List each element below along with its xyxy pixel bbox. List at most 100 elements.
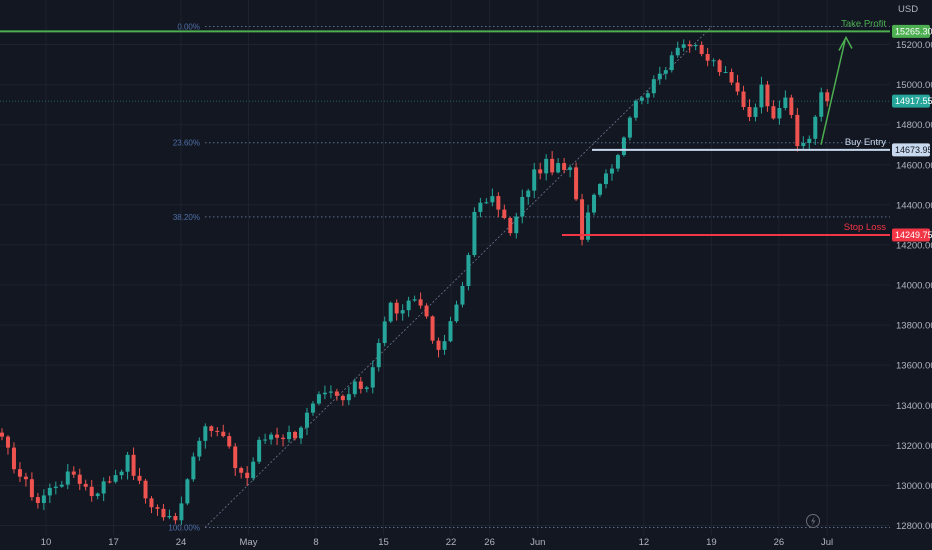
candle-body [735, 82, 740, 92]
time-tick-label: Jun [530, 537, 545, 548]
candle-body [334, 391, 339, 396]
candle-body [711, 60, 716, 62]
candle-body [0, 432, 4, 437]
candle-body [328, 391, 333, 393]
candle-body [502, 209, 507, 218]
arrow-head [838, 35, 853, 51]
candle-body [657, 73, 662, 80]
candle-body [544, 158, 549, 174]
candle-body [370, 367, 375, 388]
candle-body [538, 169, 543, 174]
candle-body [257, 439, 262, 462]
candle-body [53, 486, 58, 488]
candle-body [819, 92, 824, 117]
candle-body [615, 155, 620, 169]
candle-body [717, 60, 722, 73]
candle-body [23, 476, 28, 480]
price-tick-label: 13600.00 [896, 361, 932, 372]
candle-body [185, 479, 190, 504]
price-tick-label: 15200.00 [896, 40, 932, 51]
candle-body [83, 483, 88, 487]
candle-body [568, 167, 573, 170]
candle-body [137, 475, 142, 481]
time-tick-label: 12 [639, 537, 650, 548]
candle-body [358, 381, 363, 389]
candle-body [119, 471, 124, 476]
candle-body [472, 211, 477, 256]
candle-body [340, 395, 345, 401]
candle-body [777, 107, 782, 119]
candle-body [263, 439, 268, 441]
candle-body [430, 316, 435, 341]
candle-body [293, 431, 298, 439]
candle-body [299, 427, 303, 439]
price-tick-label: 13000.00 [896, 481, 932, 492]
candle-body [125, 454, 130, 472]
candle-body [17, 469, 22, 477]
level-label: Stop Loss [844, 222, 886, 233]
time-axis[interactable]: 10 17 24 May 8 15 22 26 Jun 12 19 26 Jul [41, 537, 833, 548]
candle-body [155, 507, 160, 509]
replay-icon[interactable] [806, 514, 820, 528]
candle-body [227, 436, 232, 447]
candle-body [550, 158, 555, 173]
candle-body [496, 196, 501, 210]
candle-body [598, 184, 602, 195]
candle-body [179, 503, 184, 521]
candle-body [729, 71, 734, 83]
candle-body [603, 173, 608, 185]
candle-body [586, 212, 591, 240]
candle-body [41, 495, 46, 504]
candle-body [233, 446, 238, 469]
candle-body [388, 302, 393, 322]
candle-body [113, 475, 118, 482]
level-price-badge [892, 228, 930, 242]
candle-body [627, 117, 632, 138]
candle-body [651, 79, 656, 94]
candle-body [382, 321, 387, 343]
price-axis[interactable]: 12800.00 13000.00 13200.00 13400.00 13600.00… [896, 40, 932, 532]
candle-body [251, 461, 256, 479]
candles [0, 39, 830, 525]
time-tick-label: 26 [774, 537, 785, 548]
time-tick-label: 10 [41, 537, 52, 548]
candle-body [149, 498, 154, 508]
price-tick-label: 14800.00 [896, 120, 932, 131]
price-tick-label: 14600.00 [896, 160, 932, 171]
candle-body [209, 426, 214, 431]
candle-body [95, 493, 100, 497]
time-tick-label: Jul [821, 537, 833, 548]
level-label: Buy Entry [845, 137, 886, 148]
time-tick-label: 8 [313, 537, 318, 548]
candle-body [215, 430, 220, 432]
level-label: Take Profit [841, 18, 886, 29]
candle-body [89, 486, 94, 497]
fibonacci-levels: 0.00% 23.60% 38.20% 100.00% [168, 22, 890, 533]
candle-body [47, 487, 52, 496]
price-tick-label: 14000.00 [896, 281, 932, 292]
candle-body [412, 299, 417, 301]
candle-body [580, 199, 585, 240]
candle-body [466, 255, 471, 286]
candle-body [394, 302, 399, 314]
candle-body [203, 426, 208, 441]
time-tick-label: 24 [176, 537, 187, 548]
price-tick-label: 13200.00 [896, 441, 932, 452]
candle-body [520, 196, 525, 217]
candle-body [765, 84, 770, 107]
time-tick-label: 19 [706, 537, 717, 548]
candle-body [245, 472, 250, 479]
candle-body [460, 285, 465, 305]
price-tick-label: 14400.00 [896, 200, 932, 211]
candle-body [609, 168, 614, 174]
candle-body [825, 92, 830, 102]
candle-body [418, 299, 423, 306]
candle-body [633, 100, 638, 118]
candle-body [5, 436, 10, 448]
candle-body [687, 44, 692, 47]
level-price-badge [892, 24, 930, 38]
time-tick-label: 22 [446, 537, 457, 548]
fib-level-label: 0.00% [177, 22, 200, 31]
candle-body [795, 114, 800, 147]
